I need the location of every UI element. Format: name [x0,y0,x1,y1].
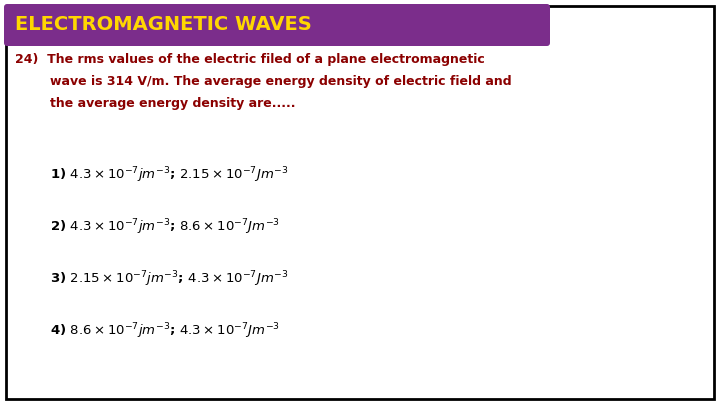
Text: 2) $4.3\times 10^{-7}jm^{-3}$; $8.6 \times 10^{-7}Jm^{-3}$: 2) $4.3\times 10^{-7}jm^{-3}$; $8.6 \tim… [50,217,280,237]
Text: 3) $2.15\times 10^{-7}jm^{-3}$; $4.3 \times 10^{-7}Jm^{-3}$: 3) $2.15\times 10^{-7}jm^{-3}$; $4.3 \ti… [50,269,289,289]
Text: 4) $8.6 \times 10^{-7}jm^{-3}$; $4.3 \times 10^{-7}Jm^{-3}$: 4) $8.6 \times 10^{-7}jm^{-3}$; $4.3 \ti… [50,321,280,341]
FancyBboxPatch shape [4,4,550,46]
Text: ELECTROMAGNETIC WAVES: ELECTROMAGNETIC WAVES [15,15,312,34]
Text: the average energy density are.....: the average energy density are..... [15,97,295,110]
Text: wave is 314 V/m. The average energy density of electric field and: wave is 314 V/m. The average energy dens… [15,75,512,88]
Text: 24)  The rms values of the electric filed of a plane electromagnetic: 24) The rms values of the electric filed… [15,53,485,66]
FancyBboxPatch shape [6,6,714,399]
Text: 1) $4.3\times 10^{-7}jm^{-3}$; $2.15 \times 10^{-7}Jm^{-3}$: 1) $4.3\times 10^{-7}jm^{-3}$; $2.15 \ti… [50,165,289,185]
